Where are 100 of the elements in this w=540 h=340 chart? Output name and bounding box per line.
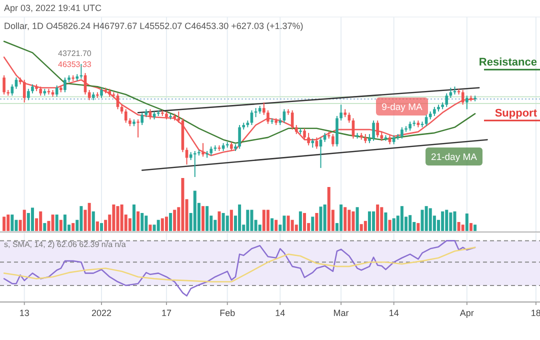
candlestick	[238, 124, 241, 150]
bar	[206, 206, 209, 231]
bar	[92, 211, 95, 231]
bar	[132, 204, 136, 231]
bar	[315, 212, 318, 231]
bar	[181, 178, 184, 231]
bar	[59, 220, 62, 231]
candlestick	[116, 92, 120, 110]
bar	[424, 206, 428, 231]
bar	[112, 204, 116, 231]
candlestick	[466, 95, 468, 110]
candlestick	[262, 102, 266, 116]
bar	[376, 204, 380, 231]
bar	[250, 210, 254, 231]
bar	[474, 224, 477, 231]
candlestick	[250, 110, 254, 126]
bar	[311, 216, 314, 231]
candlestick	[380, 131, 384, 142]
candlestick	[340, 104, 342, 121]
candlestick	[27, 88, 30, 101]
candlestick	[303, 128, 306, 140]
candlestick	[445, 92, 448, 108]
bar	[160, 218, 164, 231]
bar	[465, 214, 468, 231]
bar	[303, 212, 306, 231]
bar	[380, 207, 384, 231]
bar	[140, 212, 144, 231]
bar	[408, 215, 412, 231]
bar	[218, 211, 221, 231]
candlestick	[376, 120, 379, 138]
bar	[319, 206, 322, 231]
bar	[453, 211, 456, 231]
bar	[128, 218, 132, 231]
bar	[348, 210, 351, 231]
bar	[352, 211, 355, 231]
candlestick	[193, 150, 196, 178]
bar	[6, 214, 10, 231]
text: 43721.70	[58, 49, 92, 58]
x-tick-label: 17	[161, 308, 172, 318]
bar	[120, 204, 124, 231]
candlestick	[364, 134, 367, 144]
ref-line-label: Resistance	[478, 56, 537, 69]
x-tick-label: 13	[19, 308, 30, 318]
candlestick	[311, 138, 314, 148]
bar	[148, 224, 152, 231]
bar	[469, 223, 472, 231]
bar	[392, 218, 396, 231]
candlestick	[210, 146, 213, 156]
candlestick	[185, 147, 188, 166]
bar	[274, 220, 278, 231]
text: Apr 03, 2022 19:41 UTC	[4, 3, 102, 13]
x-tick-label: Feb	[220, 308, 236, 318]
bar	[169, 212, 172, 231]
bar	[22, 210, 26, 231]
candlestick	[424, 114, 428, 127]
candlestick	[140, 112, 144, 126]
bar	[144, 216, 148, 231]
candlestick	[408, 121, 412, 132]
bar	[2, 216, 6, 231]
bar	[136, 211, 140, 231]
bar	[290, 220, 294, 231]
bar	[246, 210, 250, 231]
candlestick	[266, 110, 270, 124]
candlestick	[124, 108, 128, 124]
bar	[344, 207, 347, 231]
bar	[238, 204, 242, 231]
x-tick-label: 2022	[91, 308, 112, 318]
bar	[100, 223, 104, 231]
bar	[30, 208, 34, 231]
candlestick	[368, 134, 371, 144]
annotation: s, SMA, 14, 2) 62.06 62.39 n/a n/a	[4, 240, 126, 249]
bar	[420, 210, 424, 231]
bar	[222, 212, 225, 231]
bar	[262, 210, 266, 231]
bar	[282, 216, 286, 231]
bar	[63, 214, 66, 231]
candlestick	[136, 118, 140, 138]
bar	[457, 222, 460, 231]
bar	[298, 211, 302, 231]
bar	[461, 224, 464, 231]
bar	[164, 216, 168, 231]
bar	[372, 211, 376, 231]
candlestick	[64, 77, 66, 93]
bar	[266, 210, 270, 231]
bar	[327, 187, 330, 231]
bar	[226, 216, 229, 231]
bar	[445, 210, 448, 231]
candlestick	[100, 87, 103, 98]
ref-line-label: Support	[494, 108, 538, 120]
candlestick	[400, 126, 404, 140]
bar	[356, 207, 359, 231]
bar	[286, 216, 290, 231]
bar	[173, 210, 176, 231]
bar	[230, 210, 233, 231]
candlestick	[230, 141, 233, 152]
bar	[88, 202, 91, 231]
bar	[214, 220, 217, 231]
candlestick	[352, 118, 355, 140]
candlestick	[307, 132, 310, 146]
annotation: 21-day MA	[431, 152, 478, 163]
